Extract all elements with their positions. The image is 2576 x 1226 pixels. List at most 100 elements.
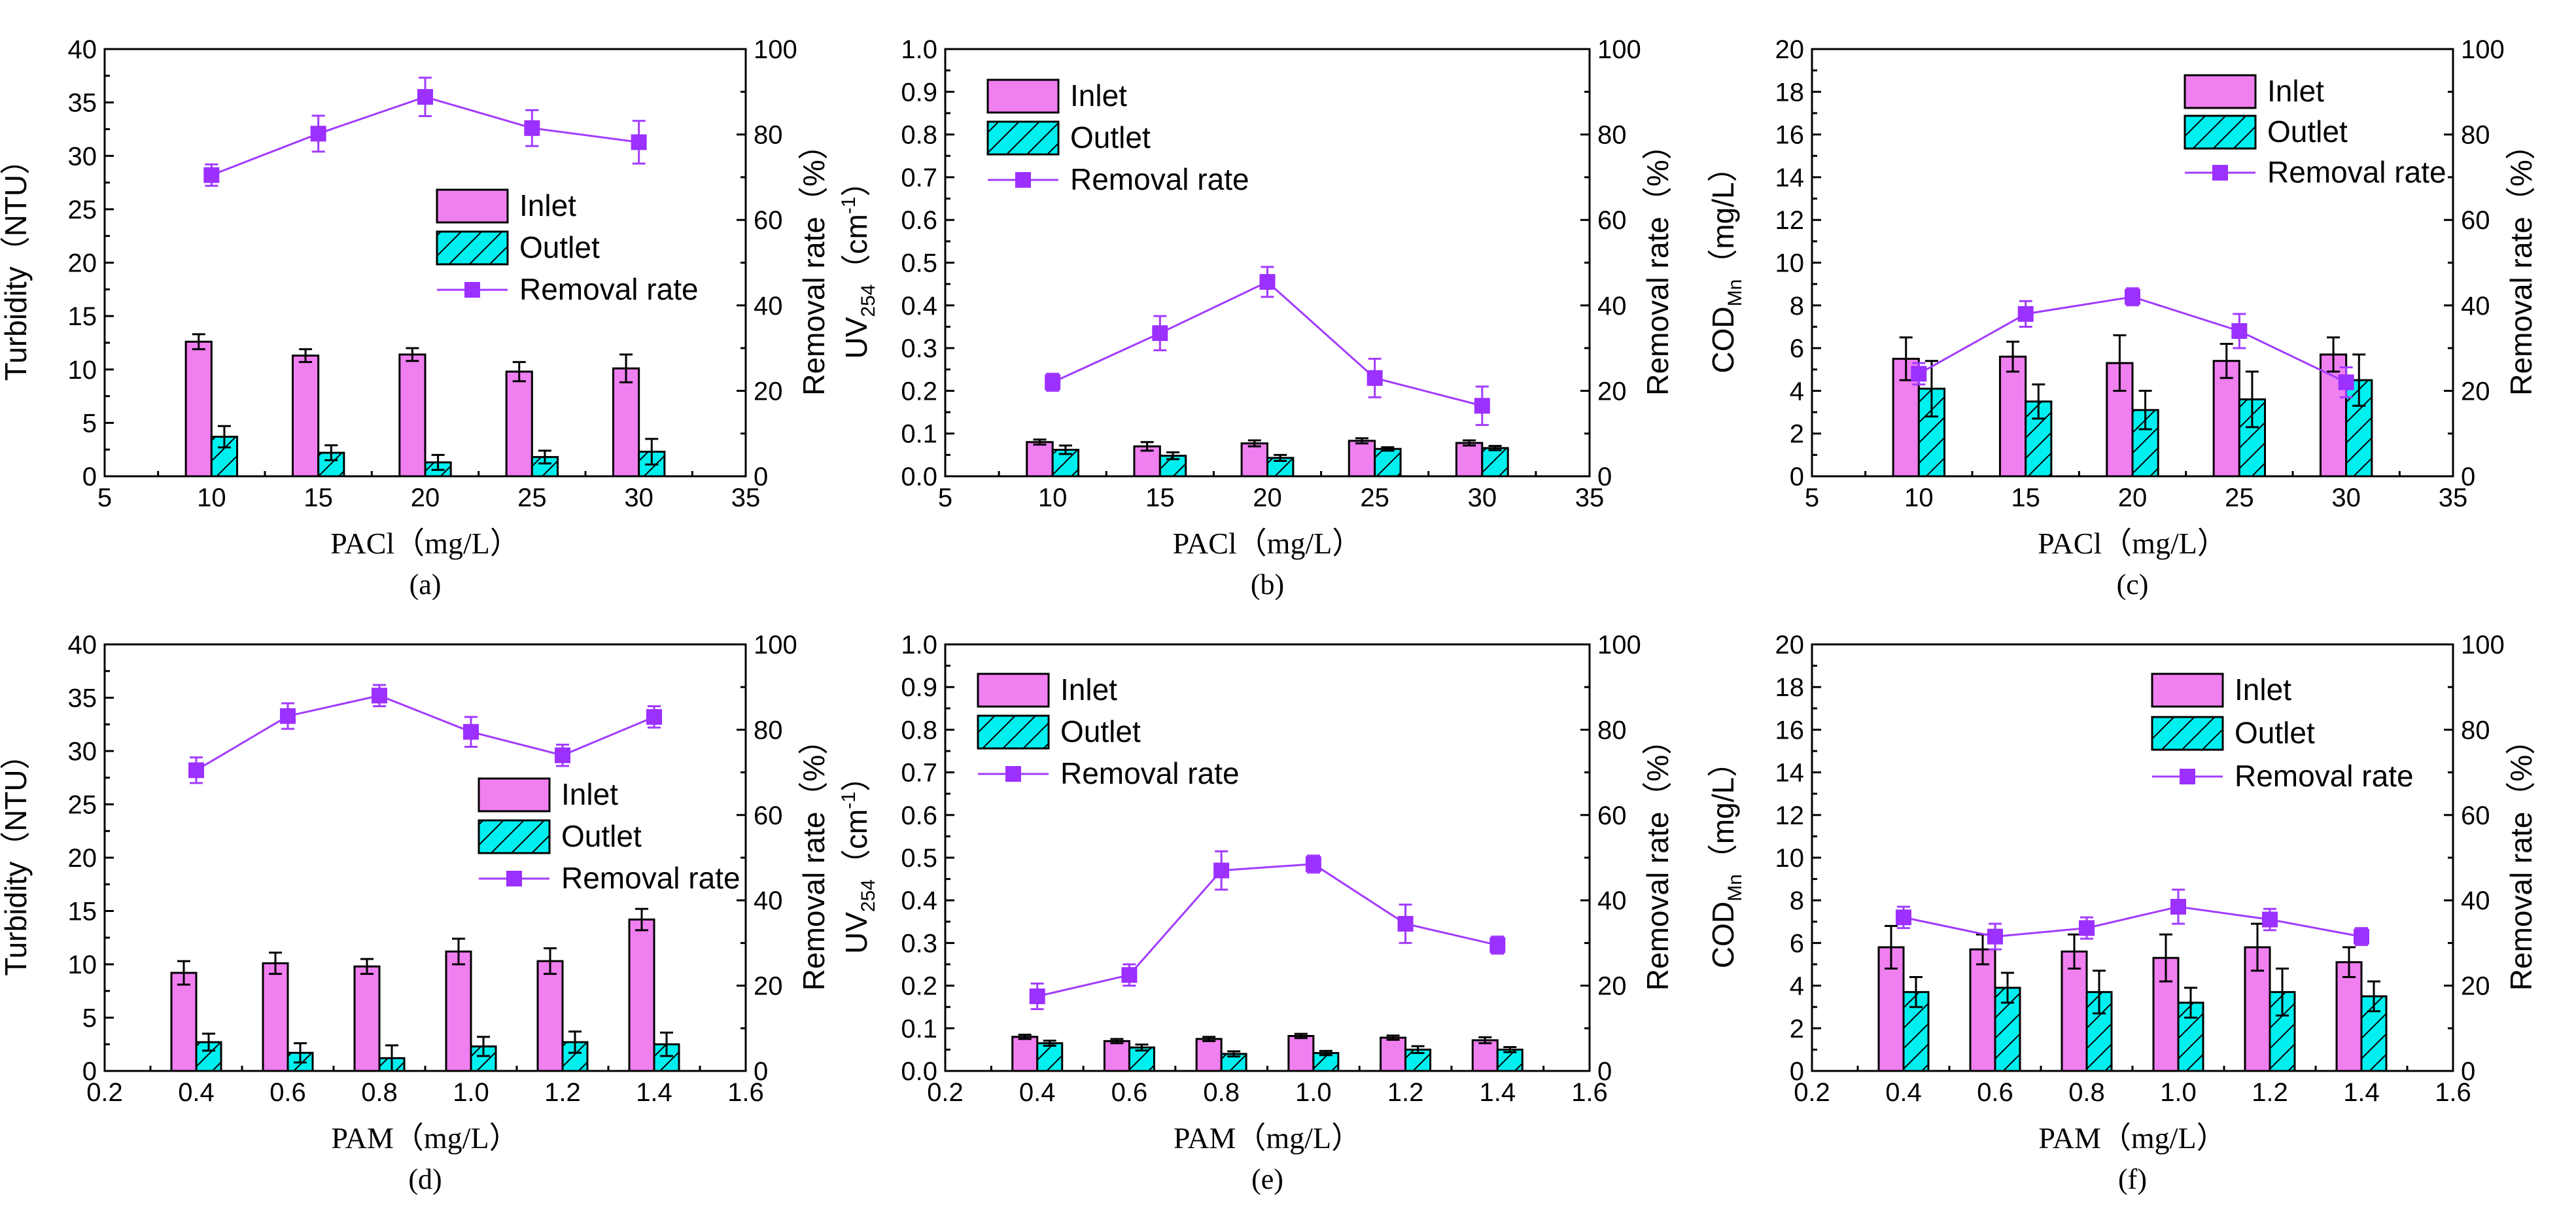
x-tick-label: 0.4 [1885, 1078, 1922, 1107]
y-tick-label: 1.0 [901, 35, 937, 64]
y-tick-label: 4 [1790, 972, 1804, 1001]
y-axis-ticks: 0 2 4 6 8 10 12 14 16 18 20 [1775, 35, 1821, 491]
x-tick-label: 1.2 [544, 1078, 581, 1107]
removal-rate-series [188, 684, 662, 784]
legend-label-inlet: Inlet [2267, 74, 2324, 108]
removal-rate-marker [631, 134, 647, 150]
legend-label-removal: Removal rate [519, 272, 699, 306]
y-tick-label: 4 [1790, 377, 1804, 406]
y-tick-label: 0.9 [901, 673, 937, 702]
x-tick-label: 25 [517, 483, 547, 512]
y-tick-label: 0.0 [901, 463, 937, 491]
removal-rate-series [1029, 850, 1506, 1010]
x-tick-label: 1.2 [2252, 1078, 2288, 1107]
y-axis-label: CODMn（mg/L） [1706, 747, 1746, 968]
y-right-tick-label: 0 [1597, 1057, 1612, 1086]
bar-inlet [612, 367, 640, 478]
x-tick-label: 1.2 [1387, 1078, 1424, 1107]
bar-inlet [1998, 355, 2027, 478]
y-axis-ticks: 0.0 0.1 0.2 0.3 0.4 0.5 0.6 0.7 0.8 0.9 1.0 [901, 631, 954, 1086]
x-tick-label: 15 [304, 483, 333, 512]
y-tick-label: 0.2 [901, 972, 937, 1001]
bar-inlet [2335, 961, 2363, 1072]
y-right-tick-label: 40 [754, 292, 783, 321]
legend-label-inlet: Inlet [519, 188, 576, 222]
y-tick-label: 10 [68, 951, 97, 979]
y-tick-label: 0.1 [901, 420, 937, 449]
removal-rate-marker [1259, 273, 1276, 290]
legend-label-removal: Removal rate [2267, 155, 2446, 189]
y-right-tick-label: 40 [1597, 886, 1627, 915]
panel-label: (d) [408, 1163, 442, 1195]
y-tick-label: 30 [68, 737, 97, 766]
y-right-tick-label: 60 [1597, 206, 1627, 235]
panel-d: 0.2 0.4 0.6 0.8 1.0 1.2 1.4 1.60510152025303540… [0, 631, 831, 1195]
x-tick-label: 10 [1038, 483, 1068, 512]
y-tick-label: 0.6 [901, 801, 937, 830]
y-right-tick-label: 20 [754, 377, 783, 406]
y-axis-ticks: 0 5 10 15 20 25 30 35 40 [68, 631, 114, 1086]
y-right-tick-label: 20 [1597, 377, 1627, 406]
y-tick-label: 18 [1775, 78, 1805, 107]
legend: Inlet Outlet Removal rate [436, 188, 699, 306]
removal-rate-marker [1213, 862, 1230, 879]
x-axis-label: PAM（mg/L） [1174, 1121, 1361, 1155]
x-tick-label: 0.2 [1794, 1078, 1830, 1107]
removal-rate-marker [2338, 374, 2354, 391]
x-tick-label: 1.6 [2435, 1078, 2471, 1107]
y-right-tick-label: 0 [2461, 1057, 2475, 1086]
y-right-tick-label: 100 [2461, 631, 2505, 659]
y-tick-label: 12 [1775, 801, 1805, 830]
removal-rate-series [203, 77, 647, 187]
bar-inlet [1011, 1036, 1039, 1072]
removal-rate-marker [1397, 916, 1414, 932]
legend: Inlet Outlet Removal rate [478, 777, 740, 895]
y-tick-label: 5 [82, 409, 97, 438]
bar-outlet [1036, 1042, 1064, 1072]
y-tick-label: 0.8 [901, 121, 937, 150]
bars [1892, 334, 2373, 478]
x-tick-label: 0.2 [86, 1078, 123, 1107]
bar-inlet [1287, 1035, 1315, 1072]
x-tick-label: 15 [2011, 483, 2040, 512]
x-axis-label: PACl（mg/L） [330, 527, 520, 560]
x-axis-ticks: 5 10 15 20 25 30 35 [1805, 467, 2467, 512]
y-tick-label: 16 [1775, 716, 1805, 744]
y-right-axis-ticks: 0 20 40 60 80 100 [2444, 35, 2505, 491]
x-tick-label: 0.2 [927, 1078, 964, 1107]
y-tick-label: 8 [1790, 886, 1804, 915]
plot-frame [944, 643, 1591, 1072]
legend: Inlet Outlet Removal rate [2184, 74, 2446, 189]
legend-label-inlet: Inlet [1060, 673, 1117, 707]
y-right-axis-ticks: 0 20 40 60 80 100 [1580, 35, 1641, 491]
bar-inlet [170, 972, 198, 1072]
legend-swatch-outlet [2151, 716, 2224, 751]
y-right-axis-label: Removal rate（%） [797, 725, 831, 990]
removal-rate-marker [280, 708, 296, 724]
x-axis-ticks: 0.2 0.4 0.6 0.8 1.0 1.2 1.4 1.6 [927, 1062, 1608, 1107]
x-tick-label: 0.8 [1203, 1078, 1240, 1107]
bar-inlet [353, 965, 381, 1072]
y-tick-label: 0.7 [901, 164, 937, 192]
y-right-tick-label: 60 [2461, 801, 2490, 830]
y-tick-label: 0.4 [901, 292, 937, 321]
removal-rate-marker [1152, 325, 1168, 342]
legend-label-inlet: Inlet [2235, 673, 2291, 707]
y-tick-label: 0.8 [901, 716, 937, 744]
y-tick-label: 0.6 [901, 206, 937, 235]
legend-label-outlet: Outlet [519, 230, 600, 264]
x-tick-label: 20 [411, 483, 440, 512]
bar-inlet [2106, 362, 2134, 478]
y-right-tick-label: 20 [2461, 377, 2490, 406]
y-tick-label: 30 [68, 142, 97, 171]
removal-rate-marker [1366, 370, 1383, 386]
removal-rate-marker [1489, 937, 1506, 953]
panel-a: 5 10 15 20 25 30 35051015202530354002040608010… [0, 35, 831, 601]
removal-rate-marker [372, 688, 387, 704]
bar-inlet [1348, 440, 1376, 478]
y-tick-label: 1.0 [901, 631, 937, 659]
y-axis-label: Turbidity（NTU） [0, 739, 33, 975]
y-tick-label: 35 [68, 684, 97, 713]
y-right-tick-label: 40 [2461, 886, 2490, 915]
bar-inlet [1026, 441, 1054, 478]
